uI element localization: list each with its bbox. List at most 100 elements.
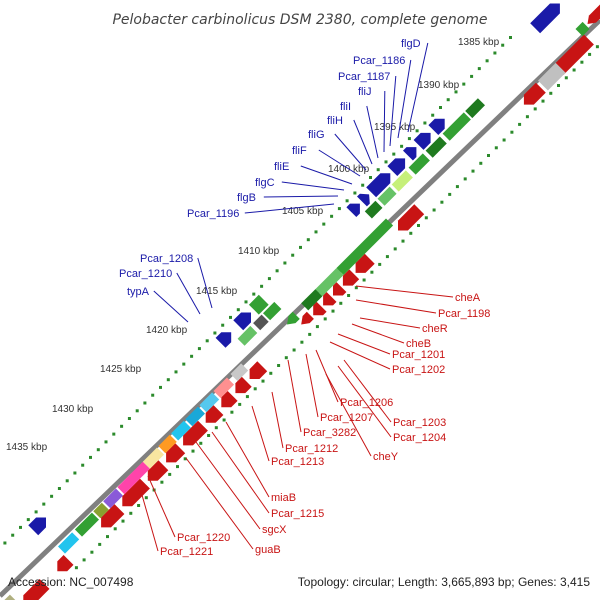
gene-feature <box>74 512 99 537</box>
gene-label-flie: fliE <box>274 161 289 173</box>
tick-dot <box>121 519 125 523</box>
gene-feature <box>215 332 232 348</box>
map-title: Pelobacter carbinolicus DSM 2380, comple… <box>112 12 487 28</box>
leader-pcar-1204 <box>337 365 392 438</box>
gene-feature <box>205 405 224 423</box>
gene-feature <box>57 555 74 572</box>
gene-label-pcar-1201: Pcar_1201 <box>392 349 445 361</box>
tick-dot <box>159 385 162 389</box>
tick-dot <box>493 51 497 55</box>
gene-feature <box>377 186 397 206</box>
leader-guab <box>185 457 254 550</box>
gene-label-pcar-1198: Pcar_1198 <box>438 308 490 320</box>
gene-label-pcar-1206: Pcar_1206 <box>340 397 393 409</box>
gene-label-pcar-1196: Pcar_1196 <box>187 208 239 220</box>
tick-dot <box>432 208 436 212</box>
tick-dot <box>127 417 131 420</box>
gene-feature <box>101 504 125 528</box>
gene-feature <box>249 361 268 379</box>
gene-label-pcar-1221: Pcar_1221 <box>160 546 213 558</box>
leader-pcar-1201 <box>337 333 391 355</box>
leader-pcar-1187 <box>389 75 397 147</box>
gene-label-cher: cheR <box>422 323 448 335</box>
tick-dot <box>261 379 265 383</box>
tick-dot <box>393 247 397 251</box>
tick-dot <box>354 286 358 290</box>
tick-dot <box>113 527 117 531</box>
tick-dot <box>269 371 273 375</box>
gene-feature <box>103 488 123 509</box>
tick-dot <box>19 525 22 529</box>
tick-dot <box>65 479 69 483</box>
gene-feature <box>235 376 252 394</box>
tick-dot <box>400 144 404 148</box>
tick-dot <box>3 541 7 545</box>
tick-dot <box>106 535 109 539</box>
tick-dot <box>376 168 380 172</box>
base-label-1435-kbp: 1435 kbp <box>6 442 48 453</box>
leader-chea <box>355 285 454 298</box>
tick-dot <box>423 121 427 125</box>
tick-dot <box>284 356 288 360</box>
tick-dot <box>315 325 319 329</box>
gene-feature <box>364 200 383 219</box>
tick-dot <box>353 191 357 195</box>
gene-label-sgcx: sgcX <box>262 524 287 536</box>
tick-dot <box>74 566 78 570</box>
leader-pcar-1213 <box>251 405 270 462</box>
topology-summary: Topology: circular; Length: 3,665,893 bp… <box>298 575 591 589</box>
gene-feature <box>248 294 269 315</box>
leader-cher <box>359 317 421 329</box>
tick-dot <box>518 122 522 126</box>
leader-flie <box>300 165 353 185</box>
tick-dot <box>236 308 240 312</box>
tick-dot <box>120 424 124 428</box>
gene-feature <box>233 312 251 331</box>
gene-label-pcar-1213: Pcar_1213 <box>271 456 324 468</box>
gene-feature <box>4 594 16 600</box>
tick-dot <box>479 161 483 165</box>
tick-dot <box>166 378 170 382</box>
tick-dot <box>90 550 94 554</box>
tick-dot <box>214 426 218 430</box>
gene-feature <box>413 132 431 150</box>
tick-dot <box>448 192 452 196</box>
tick-dot <box>183 457 187 461</box>
gene-feature <box>199 392 220 413</box>
gene-label-flih: fliH <box>327 115 343 127</box>
tick-dot <box>104 440 108 444</box>
gene-label-pcar-1187: Pcar_1187 <box>338 71 390 83</box>
tick-dot <box>462 82 466 86</box>
leader-sgcx <box>195 441 261 530</box>
gene-feature <box>465 98 485 119</box>
gene-feature <box>333 282 347 296</box>
tick-dot <box>401 239 405 243</box>
base-label-1425-kbp: 1425 kbp <box>100 364 142 375</box>
tick-dot <box>533 107 537 111</box>
tick-dot <box>417 224 420 227</box>
gene-feature <box>366 173 391 198</box>
tick-dot <box>26 518 30 522</box>
tick-dot <box>151 393 155 397</box>
tick-dot <box>502 138 506 142</box>
gene-feature <box>237 325 258 346</box>
tick-dot <box>487 154 490 157</box>
gene-feature <box>28 517 46 536</box>
tick-dot <box>300 340 304 344</box>
tick-dot <box>471 169 475 173</box>
tick-marks <box>3 36 599 570</box>
tick-dot <box>347 294 351 297</box>
leader-pcar-1221 <box>139 487 159 552</box>
label-leader-lines <box>139 42 454 552</box>
gene-feature <box>346 203 360 217</box>
tick-dot <box>137 504 141 507</box>
forward-gene-labels: flgDPcar_1186Pcar_1187fliJfliIfliHfliGfl… <box>119 38 421 298</box>
tick-dot <box>292 348 296 352</box>
tick-dot <box>299 245 302 249</box>
gene-label-pcar-1210: Pcar_1210 <box>119 268 172 280</box>
base-label-1385-kbp: 1385 kbp <box>458 37 500 48</box>
tick-dot <box>337 207 341 211</box>
